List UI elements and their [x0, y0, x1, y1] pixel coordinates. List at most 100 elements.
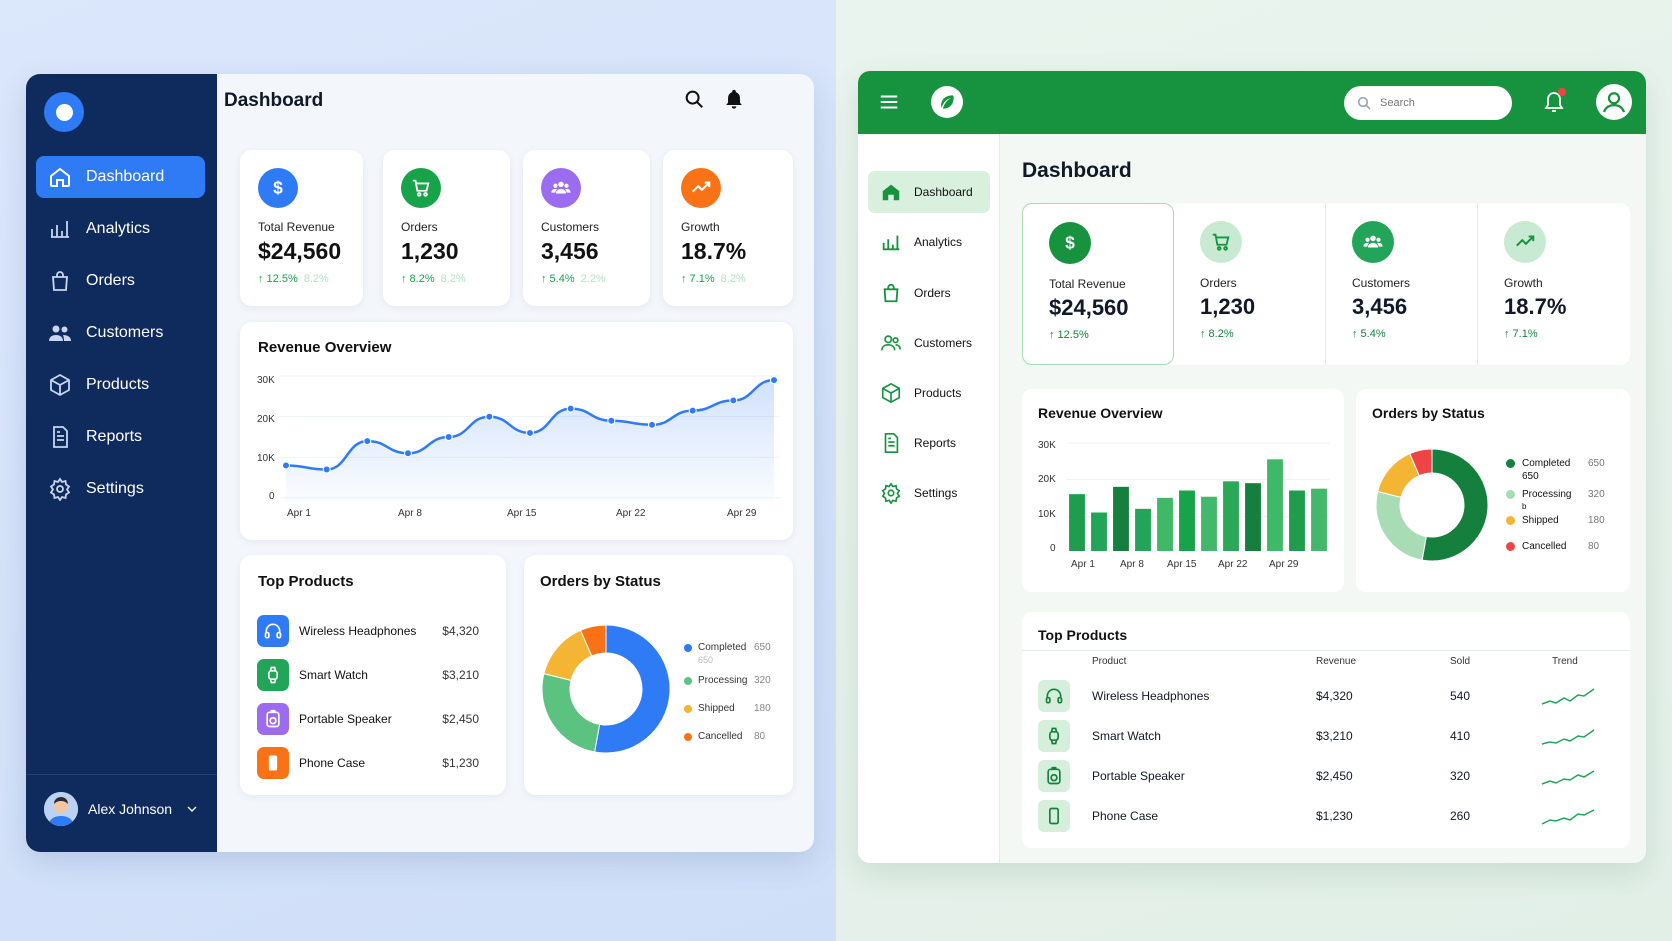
headphones-icon	[257, 615, 289, 647]
nav-item-products[interactable]: Products	[868, 372, 990, 414]
trend-sparkline	[1541, 770, 1595, 785]
table-row[interactable]: Phone Case $1,230 260	[1022, 796, 1622, 836]
data-point[interactable]	[729, 396, 738, 405]
nav-item-dashboard[interactable]: Dashboard	[36, 156, 205, 198]
revenue-bar-chart	[1066, 442, 1330, 552]
bar[interactable]	[1179, 490, 1195, 552]
stat-label: Total Revenue	[1049, 277, 1126, 291]
data-point[interactable]	[688, 406, 697, 415]
data-point[interactable]	[526, 428, 534, 437]
data-point[interactable]	[363, 437, 372, 446]
pie-slice[interactable]	[594, 624, 671, 754]
legend-extra: 650	[1522, 471, 1539, 482]
column-header: Trend	[1552, 656, 1578, 667]
nav-item-analytics[interactable]: Analytics	[36, 208, 205, 250]
bar-chart-icon	[882, 235, 900, 251]
x-tick: Apr 8	[398, 508, 422, 519]
stat-card-orders[interactable]: Orders 1,230 ↑ 8.2% 8.2%	[383, 150, 510, 306]
list-item[interactable]: Smart Watch $3,210	[257, 659, 479, 691]
bell-icon[interactable]	[1542, 89, 1566, 115]
trend-sparkline	[1541, 688, 1595, 705]
stat-card-orders[interactable]: Orders 1,230 ↑ 8.2%	[1174, 203, 1326, 365]
data-point[interactable]	[648, 420, 656, 429]
bar[interactable]	[1069, 494, 1085, 551]
nav-item-label: Products	[86, 376, 150, 393]
data-point[interactable]	[322, 465, 331, 474]
nav-item-customers[interactable]: Customers	[36, 312, 205, 354]
table-row[interactable]: Smart Watch $3,210 410	[1022, 716, 1622, 756]
data-point[interactable]	[444, 433, 453, 441]
bar[interactable]	[1245, 483, 1261, 551]
nav-item-analytics[interactable]: Analytics	[868, 221, 990, 263]
nav-item-settings[interactable]: Settings	[36, 468, 205, 510]
bar[interactable]	[1311, 488, 1327, 551]
svg-text:$: $	[1065, 233, 1075, 253]
pie-slice[interactable]	[541, 673, 601, 753]
bag-icon	[52, 271, 68, 291]
search-icon[interactable]	[683, 88, 705, 110]
bar[interactable]	[1289, 490, 1305, 552]
stat-label: Total Revenue	[258, 220, 335, 234]
list-item[interactable]: Phone Case $1,230	[257, 747, 479, 779]
data-point[interactable]	[485, 412, 494, 421]
nav-item-label: Dashboard	[914, 185, 973, 199]
pie-slice[interactable]	[1409, 448, 1433, 477]
users-icon	[49, 325, 71, 341]
table-row[interactable]: Portable Speaker $2,450 320	[1022, 756, 1622, 796]
bar[interactable]	[1135, 508, 1151, 551]
nav-item-label: Analytics	[86, 220, 151, 237]
search-bar[interactable]	[1344, 86, 1512, 120]
bar[interactable]	[1223, 481, 1239, 551]
data-point[interactable]	[282, 461, 290, 470]
trend-icon	[1504, 221, 1546, 263]
cart-icon	[401, 168, 441, 208]
nav-item-settings[interactable]: Settings	[868, 472, 990, 514]
nav-item-reports[interactable]: Reports	[36, 416, 205, 458]
users-icon	[881, 335, 901, 351]
x-tick: Apr 1	[1071, 559, 1095, 570]
leaf-logo-icon[interactable]	[931, 86, 963, 118]
user-name: Alex Johnson	[88, 801, 173, 817]
pie-slice[interactable]	[1375, 490, 1427, 561]
stat-card-growth[interactable]: Growth 18.7% ↑ 7.1%	[1478, 203, 1630, 365]
stat-card-customers[interactable]: Customers 3,456 ↑ 5.4%	[1326, 203, 1478, 365]
pie-slice[interactable]	[579, 624, 607, 657]
document-icon	[884, 433, 899, 453]
stat-card-revenue[interactable]: $ Total Revenue $24,560 ↑ 12.5% 8.2%	[240, 150, 363, 306]
menu-icon[interactable]	[878, 91, 900, 113]
stat-card-customers[interactable]: Customers 3,456 ↑ 5.4% 2.2%	[523, 150, 650, 306]
product-sold: 320	[1450, 769, 1471, 783]
list-item[interactable]: Portable Speaker $2,450	[257, 703, 479, 735]
data-point[interactable]	[770, 376, 778, 385]
pie-slice[interactable]	[1421, 448, 1489, 562]
search-input[interactable]	[1380, 97, 1500, 109]
data-point[interactable]	[404, 449, 412, 458]
nav-item-label: Customers	[86, 324, 164, 341]
app-logo[interactable]	[44, 92, 84, 132]
nav-item-orders[interactable]: Orders	[868, 272, 990, 314]
bar[interactable]	[1157, 497, 1173, 551]
avatar[interactable]	[1596, 84, 1632, 120]
nav-item-orders[interactable]: Orders	[36, 260, 205, 302]
nav-item-reports[interactable]: Reports	[868, 422, 990, 464]
table-row[interactable]: Wireless Headphones $4,320 540	[1022, 676, 1622, 716]
nav-item-products[interactable]: Products	[36, 364, 205, 406]
bag-icon	[883, 283, 899, 303]
list-item[interactable]: Wireless Headphones $4,320	[257, 615, 479, 647]
bar[interactable]	[1091, 512, 1107, 552]
cart-icon	[1200, 221, 1242, 263]
data-point[interactable]	[566, 404, 575, 413]
bell-icon[interactable]	[723, 87, 745, 111]
bar[interactable]	[1113, 486, 1129, 551]
nav-item-dashboard[interactable]: Dashboard	[868, 171, 990, 213]
bar[interactable]	[1267, 459, 1283, 551]
stat-label: Customers	[1352, 276, 1411, 290]
y-tick: 30K	[257, 375, 275, 386]
revenue-overview-card: Revenue Overview 30K 20K 10K 0 Apr 1 Apr…	[1022, 389, 1344, 592]
user-menu[interactable]: Alex Johnson	[44, 792, 200, 826]
data-point[interactable]	[607, 416, 616, 425]
stat-card-growth[interactable]: Growth 18.7% ↑ 7.1% 8.2%	[663, 150, 793, 306]
nav-item-customers[interactable]: Customers	[868, 322, 990, 364]
stat-card-revenue[interactable]: $ Total Revenue $24,560 ↑ 12.5%	[1022, 203, 1174, 365]
bar[interactable]	[1201, 496, 1217, 551]
